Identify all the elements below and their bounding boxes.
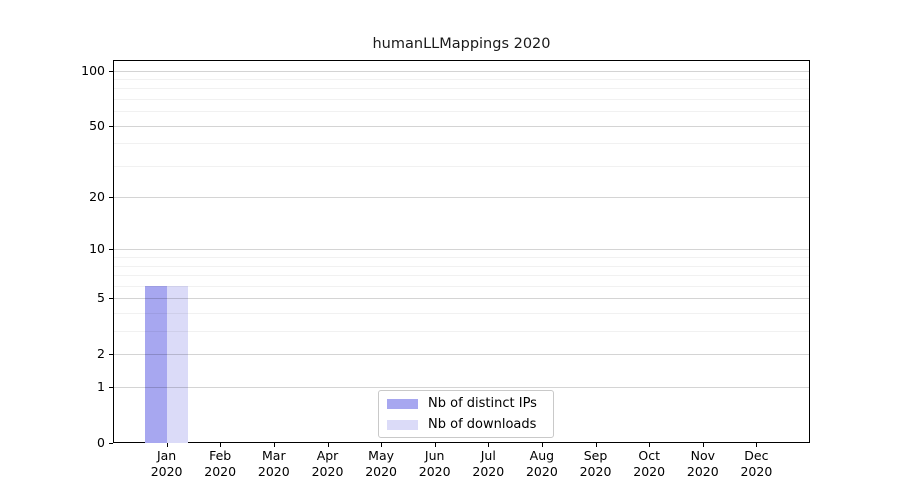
- gridline-minor: [113, 98, 810, 100]
- x-tick-year: 2020: [311, 464, 344, 479]
- gridline-minor: [113, 78, 810, 80]
- x-tick-label: Nov 2020: [673, 448, 733, 480]
- plot-area: [113, 60, 810, 443]
- gridline-minor: [113, 265, 810, 267]
- x-tick-year: 2020: [686, 464, 719, 479]
- x-tick-year: 2020: [579, 464, 612, 479]
- x-tick: [702, 443, 704, 447]
- gridline-minor: [113, 165, 810, 167]
- x-tick-year: 2020: [365, 464, 397, 479]
- legend-swatch-distinct-ips: [387, 398, 418, 409]
- x-tick-year: 2020: [740, 464, 773, 479]
- x-tick: [649, 443, 651, 447]
- y-tick: [109, 354, 113, 356]
- x-tick: [327, 443, 329, 447]
- gridline-minor: [113, 285, 810, 287]
- x-tick: [381, 443, 383, 447]
- x-tick: [756, 443, 758, 447]
- gridline-major: [113, 249, 810, 251]
- y-tick: [109, 387, 113, 389]
- chart-title: humanLLMappings 2020: [372, 36, 551, 52]
- x-tick-label: Oct 2020: [619, 448, 679, 480]
- x-tick-year: 2020: [204, 464, 237, 479]
- legend: Nb of distinct IPs Nb of downloads: [378, 390, 554, 438]
- x-tick-label: May 2020: [351, 448, 411, 480]
- legend-label: Nb of downloads: [428, 417, 537, 432]
- x-tick-label: Sep 2020: [566, 448, 626, 480]
- y-tick-label: 1: [97, 379, 105, 395]
- gridline-minor: [113, 143, 810, 145]
- gridline-major: [113, 387, 810, 389]
- x-tick: [273, 443, 275, 447]
- y-tick-label: 0: [97, 435, 105, 450]
- gridline-minor: [113, 313, 810, 315]
- x-tick: [220, 443, 222, 447]
- x-tick: [488, 443, 490, 447]
- gridline-major: [113, 70, 810, 72]
- x-tick-year: 2020: [472, 464, 505, 479]
- bar-nb-of-downloads: [166, 285, 189, 443]
- gridline-minor: [113, 257, 810, 259]
- x-tick: [434, 443, 436, 447]
- x-tick-label: Jan 2020: [137, 448, 197, 480]
- x-tick-year: 2020: [525, 464, 558, 479]
- x-tick: [541, 443, 543, 447]
- y-tick: [109, 125, 113, 127]
- legend-item: Nb of distinct IPs: [379, 395, 553, 413]
- legend-item: Nb of downloads: [379, 416, 553, 434]
- gridline-major: [113, 298, 810, 300]
- y-tick-label: 5: [97, 290, 105, 306]
- y-tick-label: 100: [81, 62, 105, 78]
- x-tick-label: Jul 2020: [458, 448, 518, 480]
- x-tick-year: 2020: [150, 464, 183, 479]
- gridline-minor: [113, 88, 810, 90]
- x-tick-label: Apr 2020: [298, 448, 358, 480]
- y-tick: [109, 298, 113, 300]
- x-tick-label: Feb 2020: [190, 448, 250, 480]
- y-tick: [109, 249, 113, 251]
- x-tick: [595, 443, 597, 447]
- x-tick: [166, 443, 168, 447]
- y-tick: [109, 197, 113, 199]
- gridline-minor: [113, 111, 810, 113]
- y-tick-label: 10: [89, 241, 105, 257]
- y-tick-label: 50: [89, 117, 105, 133]
- y-tick: [109, 443, 113, 444]
- gridline-minor: [113, 275, 810, 277]
- gridline-major: [113, 125, 810, 127]
- gridline-major: [113, 354, 810, 356]
- legend-swatch-downloads: [387, 419, 418, 430]
- x-tick-label: Aug 2020: [512, 448, 572, 480]
- x-tick-label: Jun 2020: [405, 448, 465, 480]
- gridline-minor: [113, 331, 810, 333]
- y-tick-label: 20: [89, 189, 105, 205]
- y-tick: [109, 70, 113, 72]
- legend-label: Nb of distinct IPs: [428, 396, 537, 411]
- bar-nb-of-distinct-ips: [145, 285, 167, 443]
- x-tick-label: Dec 2020: [726, 448, 786, 480]
- x-tick-label: Mar 2020: [244, 448, 304, 480]
- y-tick-label: 2: [97, 346, 105, 362]
- x-tick-year: 2020: [633, 464, 666, 479]
- x-tick-year: 2020: [257, 464, 290, 479]
- x-tick-year: 2020: [418, 464, 451, 479]
- gridline-major: [113, 197, 810, 199]
